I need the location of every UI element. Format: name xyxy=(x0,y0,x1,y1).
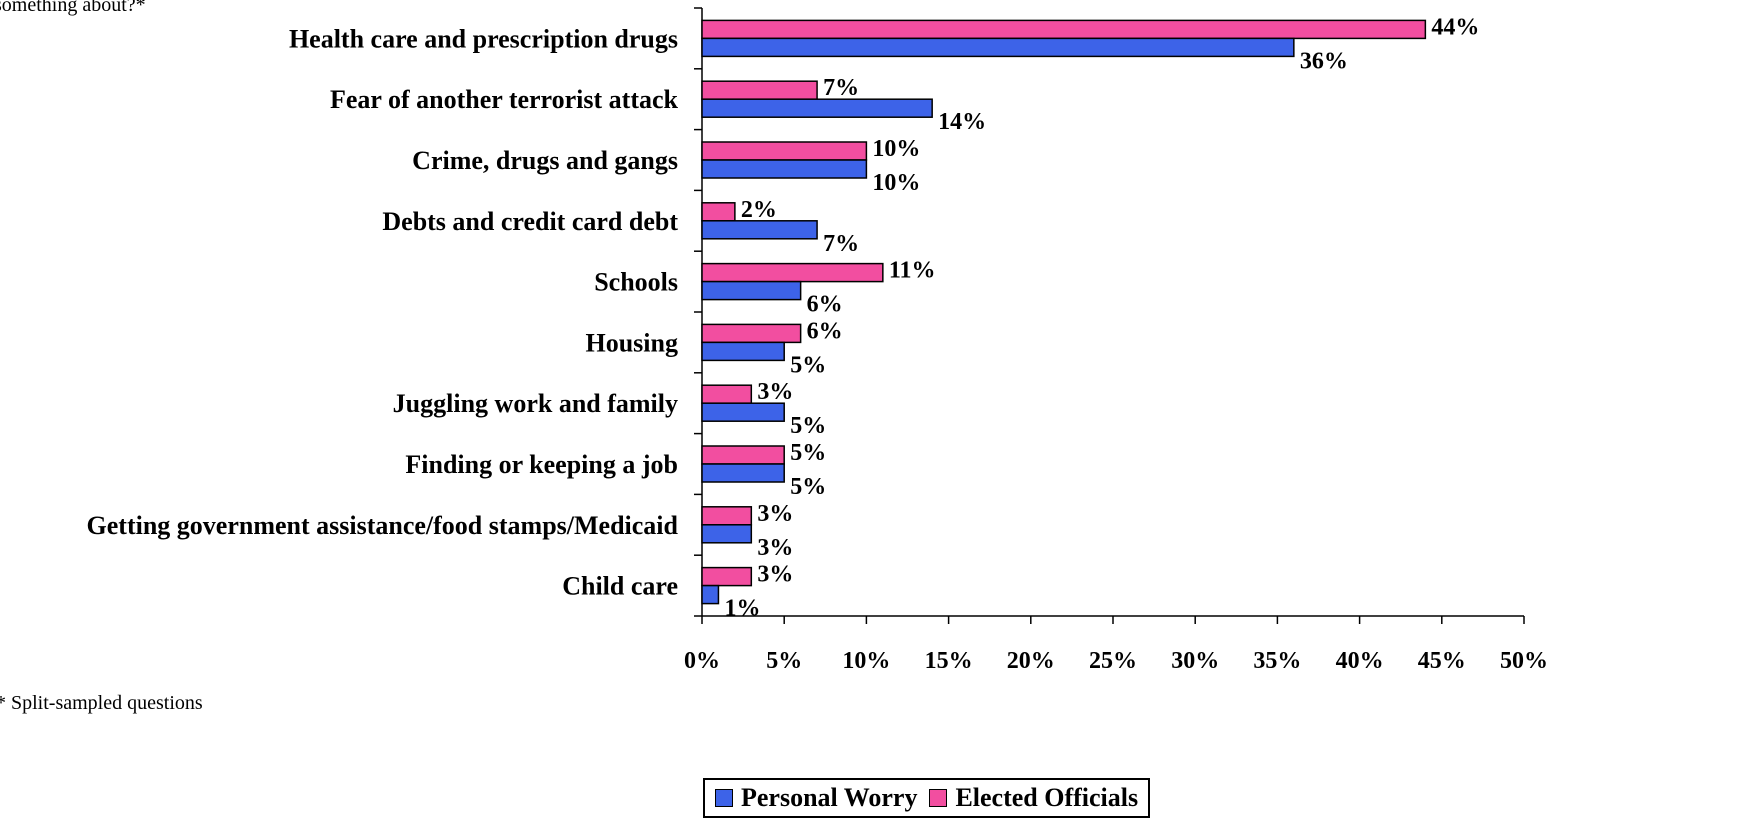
category-label: Getting government assistance/food stamp… xyxy=(87,511,679,540)
bar-elected-officials xyxy=(701,262,884,283)
x-tick-label: 50% xyxy=(1500,648,1548,674)
data-label-personal-worry: 10% xyxy=(872,170,920,196)
x-tick-label: 10% xyxy=(842,648,890,674)
bar-personal-worry xyxy=(701,220,818,240)
category-label: Fear of another terrorist attack xyxy=(330,85,679,114)
x-tick-label: 25% xyxy=(1089,648,1137,674)
x-tick-label: 20% xyxy=(1007,648,1055,674)
data-label-personal-worry: 5% xyxy=(790,413,826,439)
data-label-elected-officials: 11% xyxy=(889,258,936,284)
x-tick-label: 45% xyxy=(1418,648,1466,674)
x-tick-label: 0% xyxy=(684,648,720,674)
data-label-personal-worry: 6% xyxy=(807,292,843,318)
data-label-personal-worry: 5% xyxy=(790,474,826,500)
data-label-elected-officials: 2% xyxy=(741,197,777,223)
category-label: Juggling work and family xyxy=(393,389,678,418)
legend-item-elected-officials: Elected Officials xyxy=(929,783,1138,813)
category-label: Schools xyxy=(594,268,678,297)
category-label: Health care and prescription drugs xyxy=(289,24,678,53)
data-label-personal-worry: 5% xyxy=(790,352,826,378)
legend-label-elected-officials: Elected Officials xyxy=(955,783,1139,812)
bar-personal-worry xyxy=(701,37,1295,58)
category-label: Debts and credit card debt xyxy=(382,207,678,236)
bar-personal-worry xyxy=(701,159,868,179)
bar-personal-worry xyxy=(701,98,933,118)
legend: Personal Worry Elected Officials xyxy=(703,778,1151,818)
legend-swatch-personal-worry xyxy=(715,789,733,807)
question-fragment: something about?* xyxy=(0,0,146,16)
category-label: Housing xyxy=(586,328,679,357)
data-label-elected-officials: 10% xyxy=(872,136,920,162)
bar-elected-officials xyxy=(701,566,753,587)
bar-personal-worry xyxy=(701,463,785,483)
data-label-elected-officials: 3% xyxy=(757,562,793,588)
data-label-elected-officials: 3% xyxy=(757,379,793,405)
data-label-personal-worry: 7% xyxy=(823,231,859,257)
legend-swatch-elected-officials xyxy=(929,789,948,807)
x-tick-label: 35% xyxy=(1253,648,1301,674)
bar-elected-officials xyxy=(701,19,1427,40)
bar-elected-officials xyxy=(701,323,802,344)
x-tick-label: 5% xyxy=(766,648,802,674)
bar-personal-worry xyxy=(701,584,720,605)
category-label: Finding or keeping a job xyxy=(405,450,678,479)
category-label: Crime, drugs and gangs xyxy=(412,146,678,175)
data-label-elected-officials: 3% xyxy=(757,501,793,527)
data-label-elected-officials: 7% xyxy=(823,75,859,101)
bar-elected-officials xyxy=(701,506,753,526)
bar-personal-worry xyxy=(701,280,802,301)
bar-personal-worry xyxy=(701,524,753,544)
data-label-personal-worry: 14% xyxy=(938,109,986,135)
legend-label-personal-worry: Personal Worry xyxy=(741,783,918,812)
data-label-elected-officials: 5% xyxy=(790,440,826,466)
x-tick-label: 15% xyxy=(925,648,973,674)
category-label: Child care xyxy=(562,572,678,601)
bar-elected-officials xyxy=(701,202,736,222)
x-tick-label: 40% xyxy=(1336,648,1384,674)
bar-elected-officials xyxy=(701,445,785,465)
data-label-elected-officials: 44% xyxy=(1431,14,1479,40)
bar-elected-officials xyxy=(701,384,753,404)
bar-elected-officials xyxy=(701,80,818,100)
data-label-elected-officials: 6% xyxy=(807,318,843,344)
x-tick-label: 30% xyxy=(1171,648,1219,674)
data-label-personal-worry: 36% xyxy=(1300,48,1348,74)
data-label-personal-worry: 1% xyxy=(724,596,760,622)
bar-elected-officials xyxy=(701,141,868,161)
footnote: * Split-sampled questions xyxy=(0,692,203,714)
legend-item-personal-worry: Personal Worry xyxy=(715,783,917,813)
bar-personal-worry xyxy=(701,341,785,362)
data-label-personal-worry: 3% xyxy=(757,535,793,561)
bar-personal-worry xyxy=(701,402,785,422)
